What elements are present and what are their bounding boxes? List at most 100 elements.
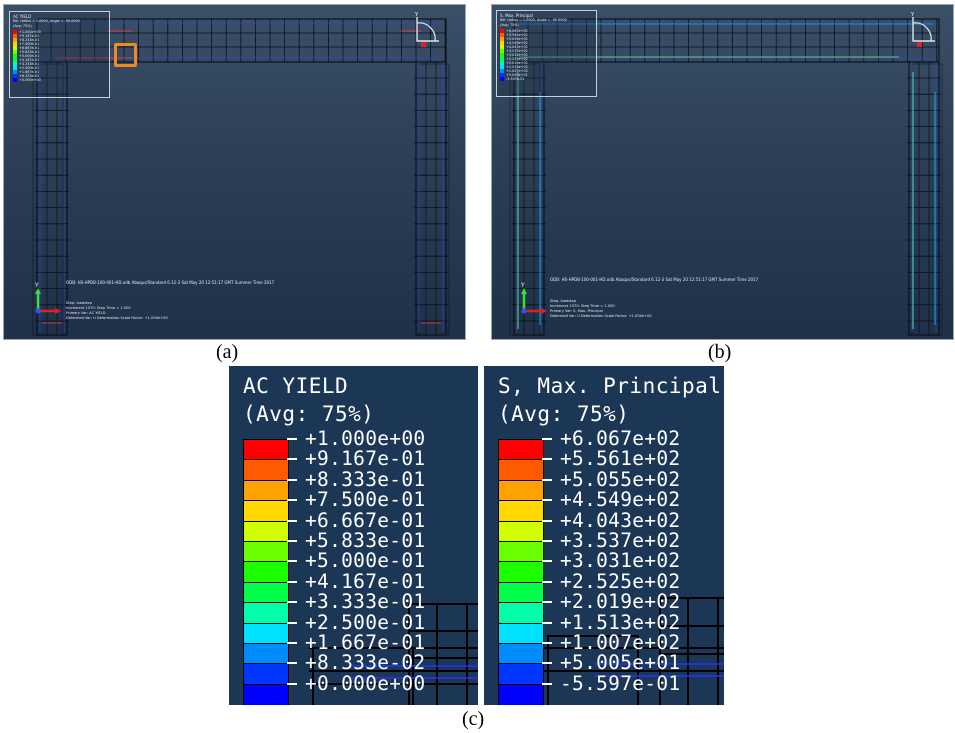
colorbar-swatch [243, 683, 289, 705]
colorbar-swatch [243, 520, 289, 544]
colorbar-value: +8.333e-01 [305, 467, 426, 491]
viewport-b[interactable]: S, Max. Principal Rel. radius = 1.0000, … [491, 4, 954, 340]
colorbar-tick [287, 438, 297, 440]
mini-legend-row: +8.333e-01 [13, 38, 41, 42]
colorbar-tick [287, 601, 297, 604]
zoom-legend-left: AC YIELD (Avg: 75%) +1.000e+00 +9.167e-01… [229, 366, 478, 705]
colorbar-value: -5.597e-01 [560, 671, 681, 695]
odb-line-b: ODB: HS-HPDB-100-001-HD.odb Abaqus/Stand… [550, 277, 759, 282]
deformed-line-b: Deformed Var: U Deformation Scale Factor… [550, 314, 652, 318]
highlight-box [114, 43, 137, 67]
colorbar-swatch [498, 541, 544, 564]
colorbar-tick [542, 560, 552, 563]
colorbar-value: +6.667e-01 [305, 508, 426, 532]
viewport-a[interactable]: AC YIELD Rel. radius = 1.0000, Angle = -… [3, 4, 466, 340]
colorbar-value: +1.513e+02 [560, 610, 681, 634]
colorbar-tick [542, 580, 552, 583]
colorbar-value: +2.525e+02 [560, 569, 681, 593]
colorbar-tick [542, 662, 552, 665]
legend-avg-a: (Avg: 75%) [13, 24, 32, 28]
legend-avg-b: (Avg: 75%) [500, 23, 519, 27]
caption-b: (b) [708, 341, 732, 363]
colorbar-swatch [243, 459, 289, 482]
mini-legend-row: +4.043e+02 [500, 45, 528, 49]
mini-legend-row: +1.667e-01 [13, 70, 41, 74]
colorbar-value: +1.667e-01 [305, 631, 426, 654]
mini-legend-row: +6.067e+02 [500, 29, 528, 33]
colorbar-value: +4.167e-01 [305, 569, 426, 593]
colorbar-tick [287, 560, 297, 563]
colorbar-swatch [498, 520, 544, 544]
zoom-legend-right: S, Max. Principal (Avg: 75%) +6.067e+02 +… [484, 366, 724, 705]
legend-box-b: S, Max. Principal Rel. radius = 1.0000, … [496, 10, 597, 97]
view-triad-icon: Y [414, 12, 439, 47]
mini-legend-row: +3.537e+02 [500, 49, 528, 53]
colorbar-value: +6.067e+02 [560, 427, 681, 450]
colorbar-swatch [243, 561, 289, 584]
colorbar-tick [287, 642, 297, 644]
colorbar-tick [542, 642, 552, 644]
colorbar-value: +5.000e-01 [305, 549, 426, 573]
mini-legend-row: +4.167e-01 [13, 58, 41, 62]
colorbar-value: +3.333e-01 [305, 590, 426, 614]
colorbar-tick [542, 478, 552, 481]
colorbar-swatch [498, 479, 544, 503]
mini-legend-row: +4.549e+02 [500, 41, 528, 45]
mesh-frame-a [32, 18, 450, 336]
colorbar-swatch [243, 643, 289, 666]
svg-text:Y: Y [414, 12, 419, 18]
colorbar-tick [542, 540, 552, 542]
mini-legend-row: +5.055e+02 [500, 37, 528, 41]
background-mesh [544, 597, 724, 705]
mini-legend-a: +1.000e+00 +9.167e-01 +8.333e-01 +7.500e-01… [13, 30, 41, 82]
colorbar-value: +4.043e+02 [560, 508, 681, 532]
mini-legend-row: +3.031e+02 [500, 53, 528, 57]
svg-text:Y: Y [910, 12, 915, 18]
colorbar-value: +4.549e+02 [560, 488, 681, 512]
triad-y-label: Y [34, 282, 39, 289]
colorbar-swatch [243, 663, 289, 686]
mini-legend-b: +6.067e+02 +5.561e+02 +5.055e+02 +4.549e+02… [500, 29, 528, 81]
deformed-line-a: Deformed Var: U Deformation Scale Factor… [66, 316, 168, 320]
colorbar-value: +0.000e+00 [305, 671, 426, 695]
mini-legend-row: +5.561e+02 [500, 33, 528, 37]
background-mesh [309, 603, 478, 705]
colorbar-tick [542, 438, 552, 440]
colorbar-swatch [498, 561, 544, 584]
colorbar-swatch [243, 602, 289, 625]
colorbar-swatch [498, 500, 544, 523]
zoom-right-title: S, Max. Principal [498, 374, 722, 398]
colorbar-swatch [243, 500, 289, 523]
colorbar-value: +8.333e-02 [305, 651, 426, 675]
colorbar-value: +5.833e-01 [305, 529, 426, 552]
legend-title-a: AC YIELD [13, 14, 32, 19]
colorbar-tick [287, 478, 297, 481]
colorbar-swatch [498, 663, 544, 686]
mini-legend-row: +8.333e-02 [13, 74, 41, 78]
view-triad-icon: Y [910, 12, 935, 47]
zoom-left-avg: (Avg: 75%) [243, 402, 375, 426]
mini-legend-row: +0.000e+00 [13, 78, 41, 82]
odb-line-a: ODB: HS-HPDB-100-001-HD.odb Abaqus/Stand… [66, 280, 275, 285]
mini-legend-row: +5.005e+01 [500, 73, 528, 77]
mini-legend-row: +1.000e+00 [13, 30, 41, 34]
colorbar-swatch [498, 581, 544, 605]
zoom-right-avg: (Avg: 75%) [498, 402, 630, 426]
mesh-frame-b [509, 18, 943, 336]
caption-c: (c) [462, 708, 485, 730]
colorbar-tick [287, 540, 297, 542]
colorbar-value: +1.000e+00 [305, 427, 426, 450]
mini-legend-row: -5.597e-01 [500, 77, 528, 81]
zoom-left-title: AC YIELD [243, 374, 349, 398]
mini-legend-row: +2.500e-01 [13, 66, 41, 70]
mini-legend-row: +1.513e+02 [500, 65, 528, 69]
colorbar-tick [287, 458, 297, 461]
primary-line-b: Primary Var: S, Max. Principal [550, 309, 603, 313]
colorbar-tick [287, 519, 297, 522]
colorbar-value: +5.561e+02 [560, 447, 681, 471]
colorbar-value: +3.031e+02 [560, 549, 681, 573]
colorbar-swatch [498, 683, 544, 705]
mini-legend-row: +2.019e+02 [500, 61, 528, 65]
colorbar-tick [287, 580, 297, 583]
colorbar-value: +7.500e-01 [305, 488, 426, 512]
